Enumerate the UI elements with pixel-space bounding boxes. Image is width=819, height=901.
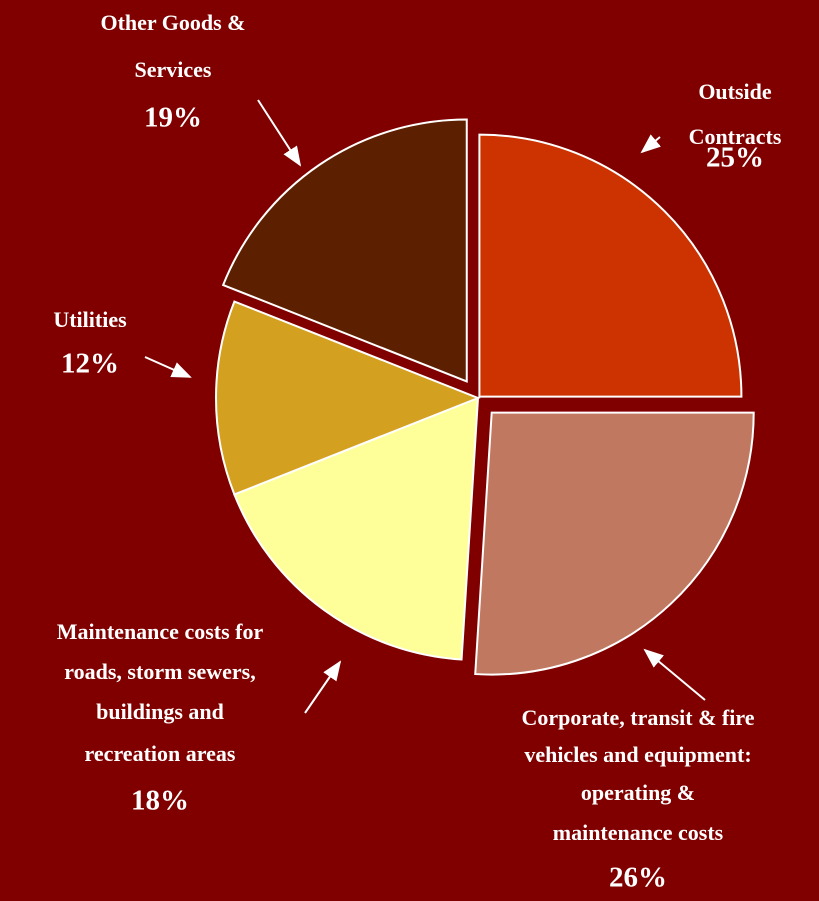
slice-label: buildings and — [96, 699, 224, 724]
slice-label: Other Goods & — [100, 10, 245, 35]
slice — [474, 411, 755, 676]
slice-label: Utilities — [53, 307, 127, 332]
arrow — [643, 648, 706, 701]
slice — [215, 300, 481, 496]
slice-label: Services — [135, 57, 212, 82]
arrow — [304, 660, 342, 714]
slice-label: Corporate, transit & fire — [522, 705, 755, 730]
slice-label: recreation areas — [85, 741, 236, 766]
slice-label: operating & — [581, 780, 695, 805]
slice — [478, 133, 743, 398]
value-label: 19% — [144, 102, 202, 134]
slice-label: Maintenance costs for — [57, 619, 264, 644]
slice-label: maintenance costs — [553, 820, 724, 845]
arrow — [640, 134, 661, 154]
arrow — [144, 356, 192, 378]
slice-label: Outside — [698, 79, 772, 104]
slice — [221, 118, 468, 383]
slices — [215, 118, 755, 676]
slice-label: roads, storm sewers, — [64, 659, 255, 684]
value-label: 25% — [706, 142, 764, 174]
slice — [233, 396, 480, 661]
slice-label: vehicles and equipment: — [524, 742, 751, 767]
arrow — [257, 99, 302, 167]
value-label: 12% — [61, 348, 119, 380]
slice-label: Contracts — [689, 124, 782, 149]
value-label: 18% — [131, 785, 189, 817]
value-label: 26% — [609, 862, 667, 894]
